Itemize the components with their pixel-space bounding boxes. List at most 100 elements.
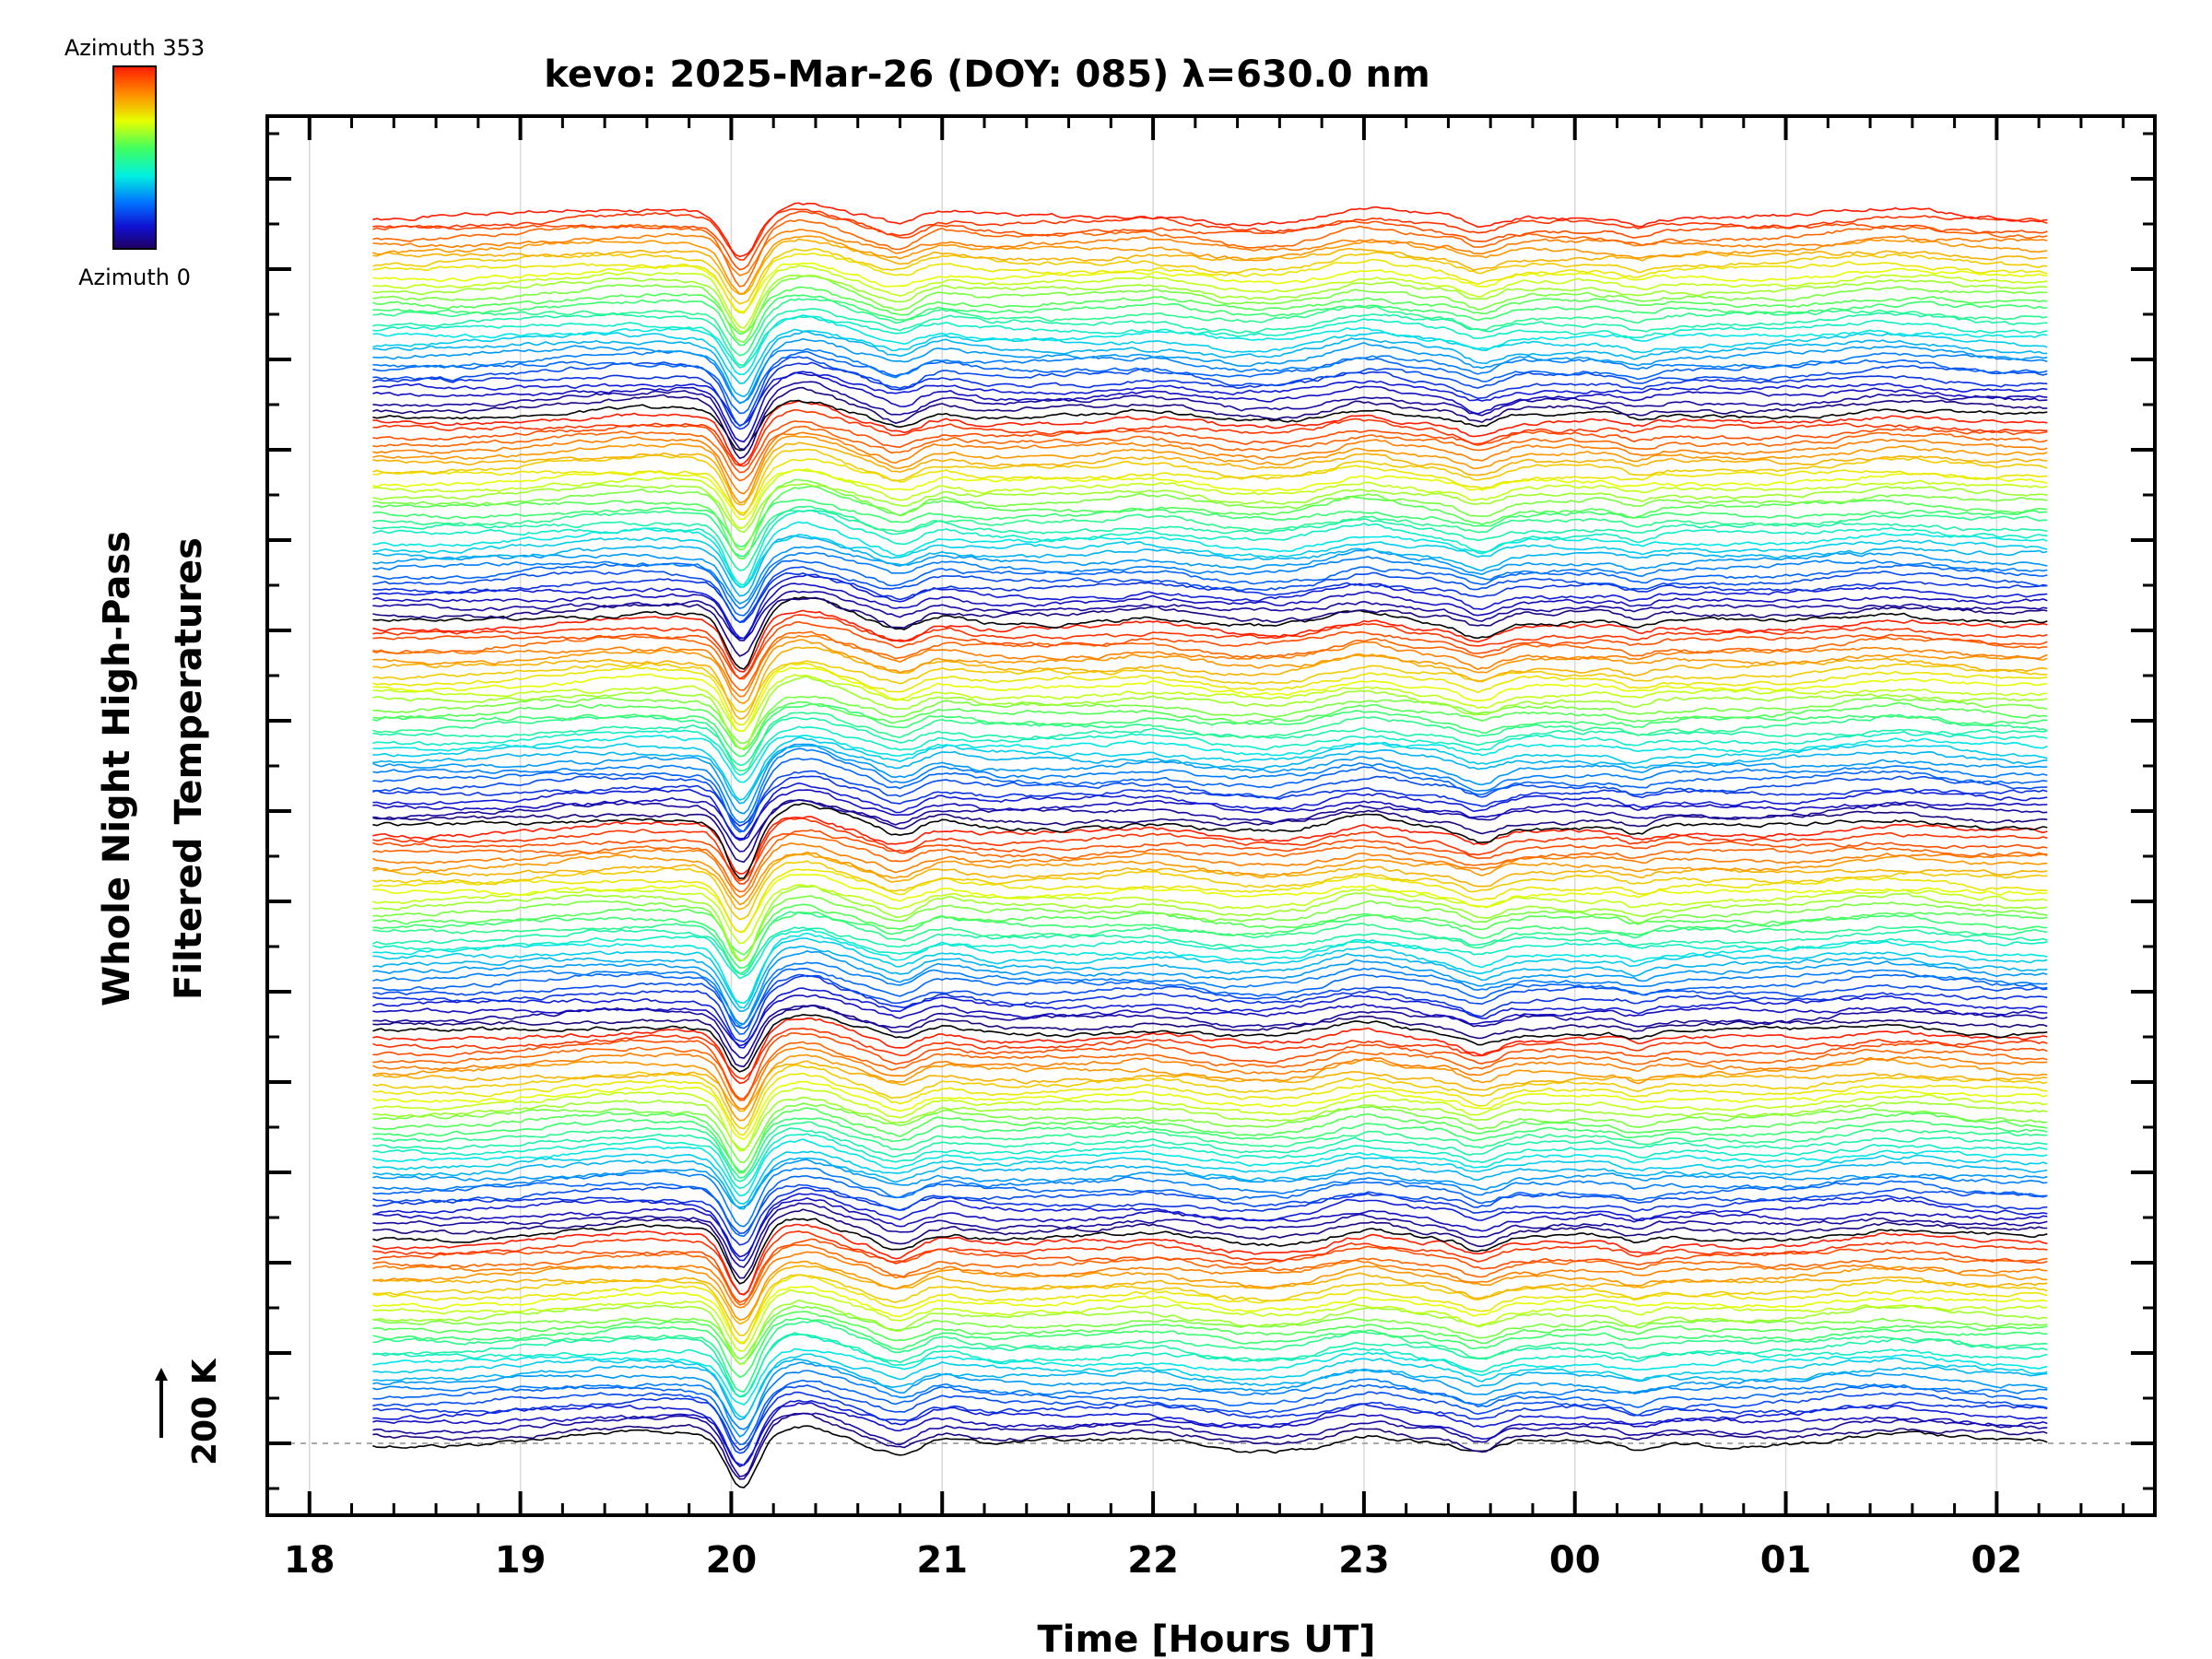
series-line bbox=[372, 1031, 2048, 1100]
series-line bbox=[372, 1013, 2048, 1073]
series-line bbox=[372, 1046, 2048, 1110]
series-line bbox=[372, 1053, 2048, 1122]
azimuth-colorbar: Azimuth 353 Azimuth 0 bbox=[65, 35, 205, 290]
y-axis-label-line2: Filtered Temperatures bbox=[168, 537, 210, 1000]
x-tick-label: 22 bbox=[1127, 1539, 1179, 1582]
series-line bbox=[372, 286, 2048, 335]
series-line bbox=[372, 609, 2048, 673]
series-line bbox=[372, 408, 2048, 467]
axis-ticks bbox=[265, 116, 2155, 1515]
scale-bar: 200 K bbox=[155, 1358, 224, 1465]
series-line bbox=[372, 478, 2048, 551]
series-line bbox=[372, 441, 2048, 506]
series-line bbox=[372, 926, 2048, 976]
series-line bbox=[372, 420, 2048, 474]
series-line bbox=[372, 315, 2048, 369]
series-line bbox=[372, 1027, 2048, 1080]
series-line bbox=[372, 614, 2048, 680]
series-line bbox=[372, 1107, 2048, 1174]
series-line bbox=[372, 974, 2048, 1042]
series-line bbox=[372, 712, 2048, 772]
x-tick-label: 20 bbox=[706, 1539, 758, 1582]
series-line bbox=[372, 1384, 2048, 1454]
series-line bbox=[372, 1353, 2048, 1418]
chart-title: kevo: 2025-Mar-26 (DOY: 085) λ=630.0 nm bbox=[544, 53, 1430, 96]
series-line bbox=[372, 829, 2048, 882]
series-line bbox=[372, 521, 2048, 588]
series-line bbox=[372, 736, 2048, 801]
series-line bbox=[372, 775, 2048, 828]
series-line bbox=[372, 381, 2048, 451]
series-line bbox=[372, 885, 2048, 961]
series-line bbox=[372, 356, 2048, 428]
series-line bbox=[372, 590, 2048, 641]
series-line bbox=[372, 1183, 2048, 1235]
series-line bbox=[372, 1379, 2048, 1446]
series-line bbox=[372, 1072, 2048, 1136]
series-line bbox=[372, 666, 2048, 733]
series-line bbox=[372, 1361, 2048, 1438]
series-line bbox=[372, 371, 2048, 427]
series-line bbox=[372, 595, 2048, 670]
series-line bbox=[372, 1299, 2048, 1365]
series-lines bbox=[372, 202, 2048, 1488]
series-line bbox=[372, 571, 2048, 624]
series-line bbox=[372, 851, 2048, 906]
series-line bbox=[372, 330, 2048, 398]
series-line bbox=[372, 818, 2048, 885]
colorbar-top-label: Azimuth 353 bbox=[65, 35, 205, 61]
series-line bbox=[372, 994, 2048, 1047]
series-line bbox=[372, 218, 2048, 288]
series-line bbox=[372, 510, 2048, 571]
series-line bbox=[372, 1102, 2048, 1164]
series-line bbox=[372, 582, 2048, 640]
series-line bbox=[372, 431, 2048, 495]
series-line bbox=[372, 1005, 2048, 1068]
series-line bbox=[372, 950, 2048, 1027]
series-line bbox=[372, 534, 2048, 588]
series-line bbox=[372, 1274, 2048, 1345]
series-line bbox=[372, 853, 2048, 911]
series-line bbox=[372, 210, 2048, 271]
series-line bbox=[372, 386, 2048, 460]
series-line bbox=[372, 639, 2048, 704]
series-line bbox=[372, 1399, 2048, 1466]
x-tick-label: 21 bbox=[916, 1539, 968, 1582]
series-line bbox=[372, 361, 2048, 430]
series-line bbox=[372, 1060, 2048, 1112]
series-line bbox=[372, 485, 2048, 560]
series-line bbox=[372, 208, 2048, 261]
series-line bbox=[372, 700, 2048, 751]
series-line bbox=[372, 674, 2048, 733]
series-line bbox=[372, 1425, 2048, 1488]
series-line bbox=[372, 725, 2048, 776]
series-line bbox=[372, 235, 2048, 295]
series-line bbox=[372, 770, 2048, 833]
x-tick-labels: 18 19 20 21 22 23 00 01 02 bbox=[284, 1539, 2022, 1582]
series-line bbox=[372, 747, 2048, 824]
series-line bbox=[372, 1311, 2048, 1365]
series-line bbox=[372, 745, 2048, 805]
series-line bbox=[372, 620, 2048, 680]
series-line bbox=[372, 842, 2048, 899]
series-line bbox=[372, 802, 2048, 880]
series-line bbox=[372, 1121, 2048, 1179]
series-line bbox=[372, 903, 2048, 956]
series-line bbox=[372, 1230, 2048, 1296]
series-line bbox=[372, 1358, 2048, 1421]
series-line bbox=[372, 328, 2048, 384]
series-line bbox=[372, 229, 2048, 276]
series-line bbox=[372, 634, 2048, 698]
series-line bbox=[372, 1157, 2048, 1210]
series-line bbox=[372, 457, 2048, 514]
series-line bbox=[372, 945, 2048, 1013]
series-line bbox=[372, 238, 2048, 296]
series-line bbox=[372, 1127, 2048, 1182]
series-line bbox=[372, 1317, 2048, 1379]
series-line bbox=[372, 873, 2048, 934]
scale-bar-label: 200 K bbox=[186, 1358, 224, 1465]
series-line bbox=[372, 961, 2048, 1025]
series-line bbox=[372, 1391, 2048, 1452]
series-line bbox=[372, 400, 2048, 466]
series-line bbox=[372, 630, 2048, 691]
